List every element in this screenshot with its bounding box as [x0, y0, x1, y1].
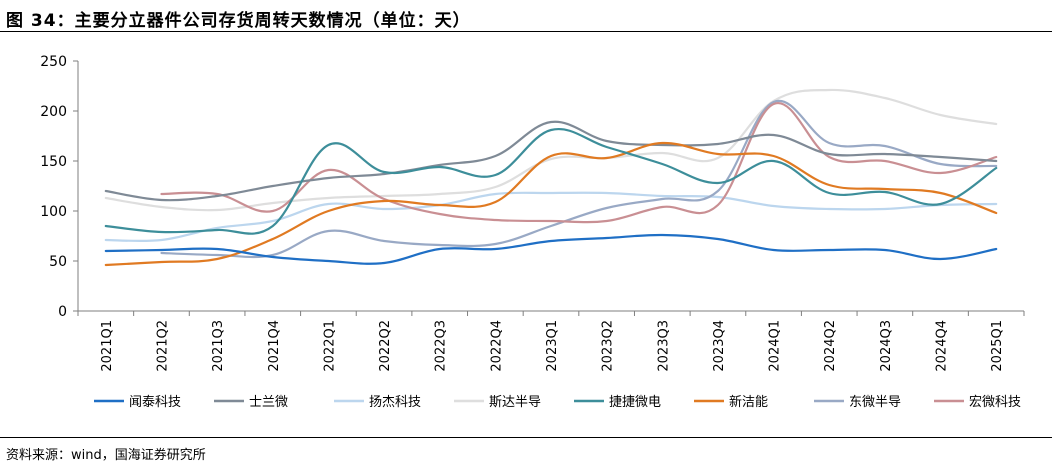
x-tick-label: 2023Q3 [656, 320, 671, 372]
y-tick-label: 200 [40, 104, 67, 120]
chart-legend: 闻泰科技 士兰微 扬杰科技 斯达半导 捷捷微电 新洁能 东微半导 宏微科技 [94, 394, 1021, 410]
series-line-2 [104, 191, 998, 243]
series-line-7 [160, 102, 998, 224]
x-tick-label: 2024Q3 [879, 320, 894, 372]
x-tick-label: 2024Q2 [823, 320, 838, 372]
series-line-1 [104, 120, 998, 202]
x-tick-label: 2022Q1 [322, 320, 337, 372]
source-note: 资料来源：wind，国海证券研究所 [6, 448, 206, 463]
chart-axes: 0 50 100 150 200 250 2021Q1 2021Q2 2021Q3 2021Q4 2… [40, 54, 1025, 372]
legend-label: 扬杰科技 [369, 395, 421, 410]
legend-label: 东微半导 [849, 395, 901, 410]
x-tick-label: 2022Q2 [378, 320, 393, 372]
series-line-0 [104, 233, 998, 265]
y-tick-label: 0 [58, 304, 67, 320]
bottom-rule [0, 437, 1052, 438]
top-rule [0, 31, 1052, 32]
x-tick-label: 2025Q1 [990, 320, 1005, 372]
series-line-5 [104, 141, 998, 267]
x-tick-label: 2021Q2 [155, 320, 170, 372]
x-tick-label: 2021Q4 [267, 320, 282, 372]
legend-label: 宏微科技 [969, 395, 1021, 410]
legend-label: 士兰微 [249, 395, 288, 410]
x-tick-label: 2022Q4 [489, 320, 504, 372]
legend-label: 斯达半导 [489, 395, 541, 410]
x-tick-label: 2023Q4 [712, 320, 727, 372]
x-tick-label: 2024Q4 [935, 320, 950, 372]
x-tick-label: 2021Q3 [211, 320, 226, 372]
x-tick-label: 2023Q1 [545, 320, 560, 372]
series-line-3 [104, 88, 998, 212]
legend-label: 新洁能 [729, 394, 768, 410]
y-tick-label: 250 [40, 54, 67, 70]
chart-series [104, 88, 998, 267]
figure-title: 图 34：主要分立器件公司存货周转天数情况（单位：天） [6, 11, 471, 31]
legend-label: 闻泰科技 [129, 395, 181, 410]
x-tick-label: 2023Q2 [601, 320, 616, 372]
y-tick-label: 50 [49, 254, 67, 270]
y-tick-label: 150 [40, 154, 67, 170]
legend-label: 捷捷微电 [609, 395, 661, 410]
series-line-6 [160, 99, 998, 259]
x-tick-label: 2021Q1 [100, 320, 115, 372]
series-line-4 [104, 127, 998, 235]
x-tick-label: 2022Q3 [434, 320, 449, 372]
x-tick-label: 2024Q1 [768, 320, 783, 372]
y-tick-label: 100 [40, 204, 67, 220]
